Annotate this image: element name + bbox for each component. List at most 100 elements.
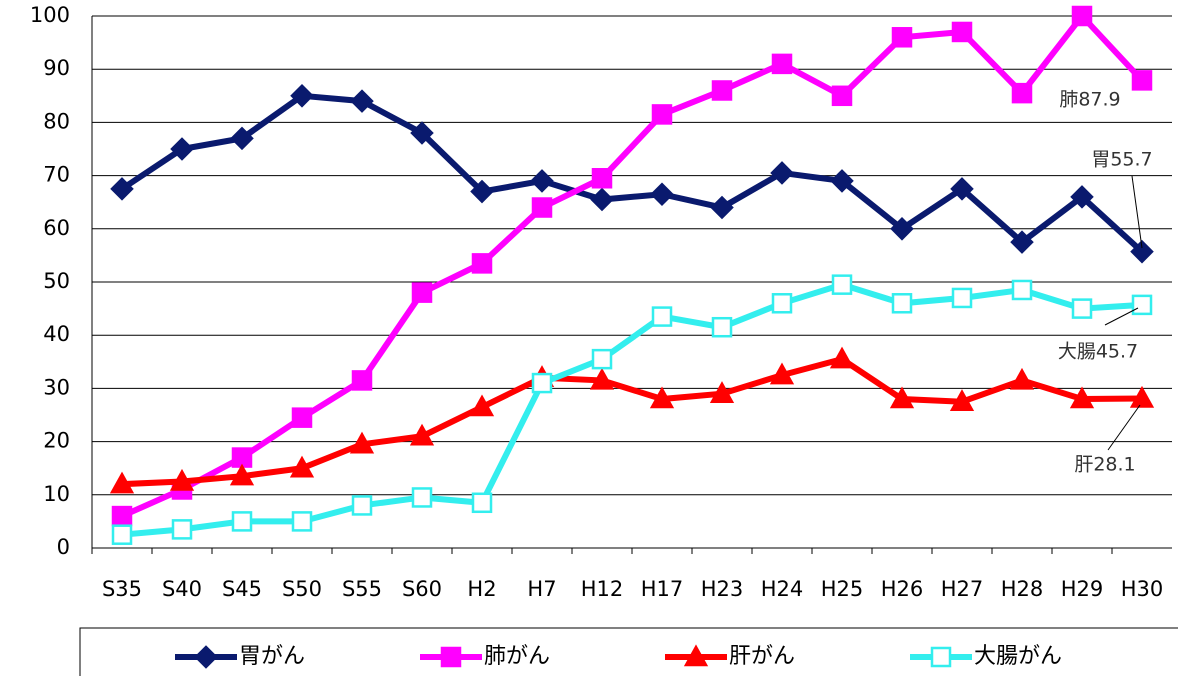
- y-tick-label: 90: [43, 56, 70, 80]
- point: [710, 195, 734, 220]
- point: [950, 177, 974, 201]
- y-tick-label: 80: [43, 109, 70, 133]
- y-tick-label: 0: [57, 535, 70, 559]
- series-line: [120, 92, 1145, 254]
- point: [709, 381, 735, 403]
- legend-label: 肝がん: [729, 644, 795, 669]
- annotation: 胃55.7: [1091, 149, 1152, 171]
- y-tick-label: 30: [43, 375, 70, 399]
- point: [1010, 230, 1034, 254]
- point: [890, 217, 914, 241]
- point: [111, 505, 133, 527]
- series-line: [120, 11, 1145, 519]
- x-tick-label: H7: [527, 577, 556, 601]
- x-tick-label: H28: [1001, 577, 1044, 601]
- y-tick-label: 10: [43, 482, 70, 506]
- point: [291, 511, 313, 532]
- point: [1071, 298, 1093, 319]
- point: [471, 253, 493, 274]
- legend-marker: [930, 646, 952, 668]
- y-tick-label: 20: [43, 429, 70, 453]
- point: [290, 84, 314, 108]
- point: [289, 455, 315, 478]
- legend-label: 胃がん: [239, 644, 305, 669]
- point: [591, 348, 613, 370]
- point: [411, 487, 433, 508]
- point: [471, 492, 493, 514]
- series-line: [121, 281, 1143, 538]
- x-tick-label: H30: [1121, 577, 1164, 601]
- point: [409, 423, 435, 446]
- point: [891, 293, 913, 314]
- point: [1131, 70, 1153, 91]
- y-tick-label: 50: [43, 269, 70, 293]
- x-tick-label: H17: [641, 577, 684, 601]
- annotation: 大腸45.7: [1058, 341, 1138, 363]
- y-tick-label: 60: [43, 216, 70, 240]
- point: [1131, 294, 1153, 316]
- point: [230, 126, 254, 151]
- point: [170, 137, 194, 161]
- point: [591, 168, 613, 189]
- leader-line: [1104, 307, 1139, 326]
- point: [109, 471, 135, 494]
- point: [169, 468, 195, 491]
- x-tick-label: H23: [701, 577, 744, 601]
- point: [469, 394, 495, 417]
- x-tick-label: H24: [761, 577, 804, 601]
- point: [351, 370, 373, 391]
- leader-line: [1107, 404, 1141, 451]
- legend-marker: [194, 645, 218, 669]
- point: [830, 169, 854, 193]
- point: [651, 104, 673, 125]
- leader-line: [1131, 175, 1143, 249]
- point: [531, 197, 553, 218]
- point: [1070, 185, 1094, 209]
- x-tick-label: S60: [402, 577, 442, 601]
- point: [110, 177, 134, 201]
- x-tick-label: S45: [222, 577, 262, 601]
- point: [711, 80, 733, 101]
- legend-label: 肺がん: [484, 644, 550, 669]
- point: [349, 431, 375, 454]
- point: [1129, 385, 1155, 408]
- x-tick-label: S50: [282, 577, 322, 601]
- point: [1009, 367, 1035, 390]
- point: [111, 524, 133, 545]
- point: [831, 85, 853, 107]
- point: [889, 386, 915, 409]
- x-tick-label: H26: [881, 577, 924, 601]
- point: [291, 407, 313, 428]
- x-tick-label: H2: [467, 577, 496, 601]
- point: [650, 182, 674, 206]
- point: [530, 169, 554, 193]
- x-tick-label: H27: [941, 577, 984, 601]
- annotation: 肺87.9: [1059, 89, 1120, 111]
- point: [171, 519, 193, 540]
- point: [589, 367, 615, 390]
- legend-label: 大腸がん: [974, 644, 1062, 669]
- point: [350, 89, 374, 113]
- point: [951, 21, 973, 43]
- point: [769, 362, 795, 385]
- x-tick-label: S35: [102, 577, 142, 601]
- legend-marker: [683, 644, 709, 667]
- point: [1011, 82, 1033, 104]
- point: [649, 386, 675, 409]
- x-tick-label: S40: [162, 577, 202, 601]
- x-tick-label: S55: [342, 577, 382, 601]
- point: [1130, 239, 1154, 264]
- point: [829, 346, 855, 369]
- x-tick-label: H29: [1061, 577, 1104, 601]
- point: [831, 274, 853, 295]
- point: [651, 306, 673, 327]
- point: [771, 53, 793, 75]
- point: [1011, 279, 1033, 301]
- point: [470, 179, 494, 204]
- point: [891, 27, 913, 48]
- y-tick-label: 40: [43, 322, 70, 346]
- annotation: 肝28.1: [1074, 454, 1135, 476]
- point: [770, 161, 794, 185]
- point: [229, 463, 255, 486]
